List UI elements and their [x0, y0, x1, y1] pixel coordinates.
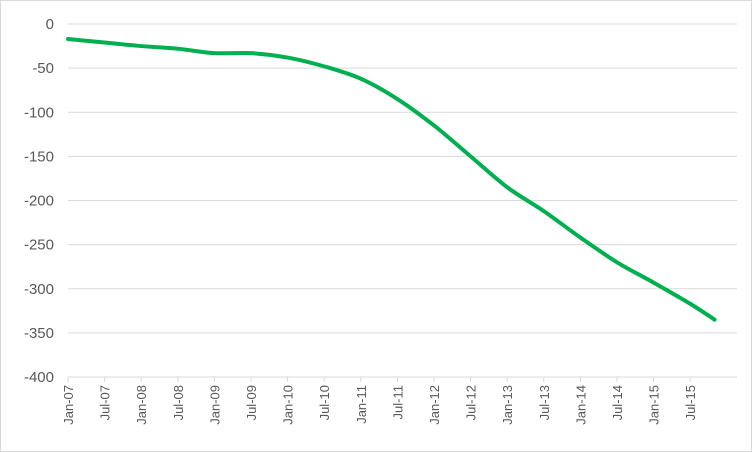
data-point: [470, 155, 472, 157]
y-tick-label: -350: [24, 325, 54, 342]
data-point: [433, 124, 435, 126]
data-point: [396, 98, 398, 100]
data-point: [689, 303, 691, 305]
data-point: [67, 38, 69, 40]
y-tick-label: 0: [46, 16, 54, 33]
x-tick-label: Jul-12: [464, 385, 479, 420]
y-tick-label: -100: [24, 104, 54, 121]
data-point: [250, 52, 252, 54]
data-point: [323, 65, 325, 67]
data-point: [140, 45, 142, 47]
data-point: [653, 282, 655, 284]
data-point: [287, 57, 289, 59]
x-tick-label: Jul-09: [244, 385, 259, 420]
y-tick-label: -200: [24, 193, 54, 210]
x-tick-label: Jul-11: [390, 385, 405, 419]
data-point: [506, 186, 508, 188]
y-tick-label: -400: [24, 369, 54, 386]
data-point: [543, 210, 545, 212]
x-tick-label: Jul-14: [610, 385, 625, 420]
series-layer: [66, 37, 717, 322]
x-tick-label: Jan-13: [500, 385, 515, 425]
data-point: [616, 261, 618, 263]
x-tick-label: Jul-13: [537, 385, 552, 420]
y-tick-label: -300: [24, 281, 54, 298]
x-tick-label: Jan-11: [354, 385, 369, 424]
gridlines: [68, 23, 737, 378]
x-tick-label: Jul-08: [171, 385, 186, 420]
y-tick-label: -50: [32, 60, 54, 77]
series-line-0: [66, 37, 717, 322]
y-tick-label: -150: [24, 148, 54, 165]
data-point: [579, 237, 581, 239]
y-tick-label: -250: [24, 237, 54, 254]
x-tick-label: Jan-10: [281, 385, 296, 425]
x-tick-label: Jan-09: [207, 385, 222, 425]
data-point: [360, 78, 362, 80]
x-tick-label: Jan-12: [427, 385, 442, 425]
data-point: [104, 42, 106, 44]
x-axis: Jan-07 Jul-07 Jan-08 Jul-08 Jan-09 Jul-09 Jan-…: [61, 376, 737, 425]
data-point: [714, 319, 716, 321]
x-tick-label: Jan-07: [61, 385, 76, 425]
x-tick-label: Jul-15: [683, 385, 698, 420]
data-point: [177, 48, 179, 50]
x-tick-label: Jul-07: [98, 385, 113, 420]
x-tick-label: Jan-08: [134, 385, 149, 425]
x-tick-label: Jan-15: [647, 385, 662, 425]
data-point: [213, 52, 215, 54]
x-tick-label: Jul-10: [317, 385, 332, 420]
x-tick-label: Jan-14: [573, 385, 588, 425]
y-axis: 0 -50 -100 -150 -200 -250 -300 -350 -400: [24, 16, 54, 386]
